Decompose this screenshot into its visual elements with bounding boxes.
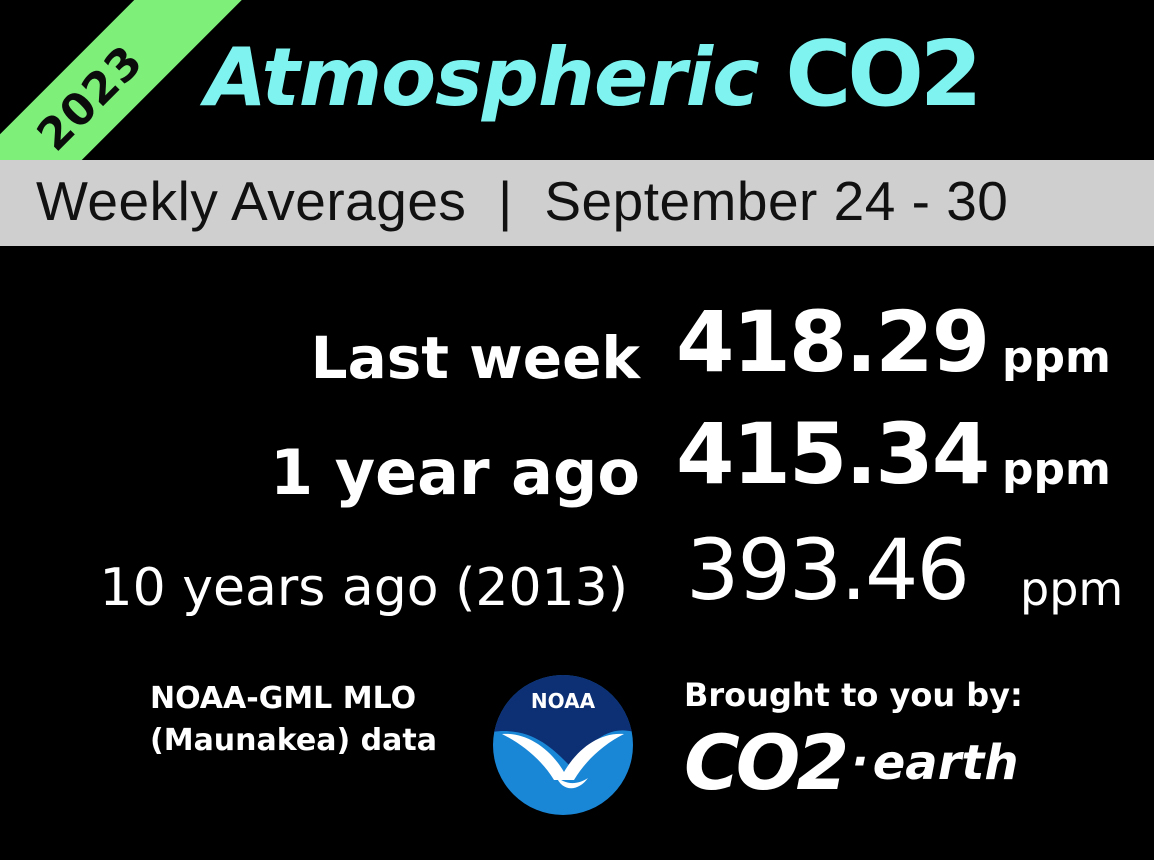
reading-value: 418.29 [676, 293, 990, 391]
co2-earth-main: CO2 [684, 718, 849, 807]
brought-by-label: Brought to you by: [684, 676, 1023, 714]
data-credit: NOAA-GML MLO (Maunakea) data [150, 678, 460, 762]
noaa-logo-text: NOAA [531, 689, 596, 713]
co2-earth-suffix: earth [872, 735, 1019, 791]
subtitle-band [0, 160, 1154, 246]
credit-line-2: (Maunakea) data [150, 723, 437, 758]
title-text: Atmospheric [205, 31, 786, 124]
subtitle: Weekly Averages | September 24 - 30 [36, 170, 1009, 232]
co2-earth-dot: · [851, 734, 869, 788]
reading-value: 393.46 [686, 521, 970, 619]
title-co2: CO2 [785, 22, 982, 127]
year-badge: 2023 [27, 35, 153, 161]
co2-earth-logo: CO2 ·earth [684, 718, 1018, 807]
reading-unit: ppm [1002, 444, 1111, 495]
credit-line-1: NOAA-GML MLO [150, 681, 417, 716]
reading-label: Last week [310, 324, 640, 392]
reading-label: 10 years ago (2013) [99, 558, 628, 618]
reading-value: 415.34 [676, 405, 990, 503]
reading-label: 1 year ago [269, 436, 640, 509]
reading-unit: ppm [1020, 562, 1124, 616]
noaa-logo-icon: NOAA [493, 675, 633, 815]
reading-unit: ppm [1002, 332, 1111, 383]
page-title: Atmospheric CO2 [205, 30, 983, 120]
